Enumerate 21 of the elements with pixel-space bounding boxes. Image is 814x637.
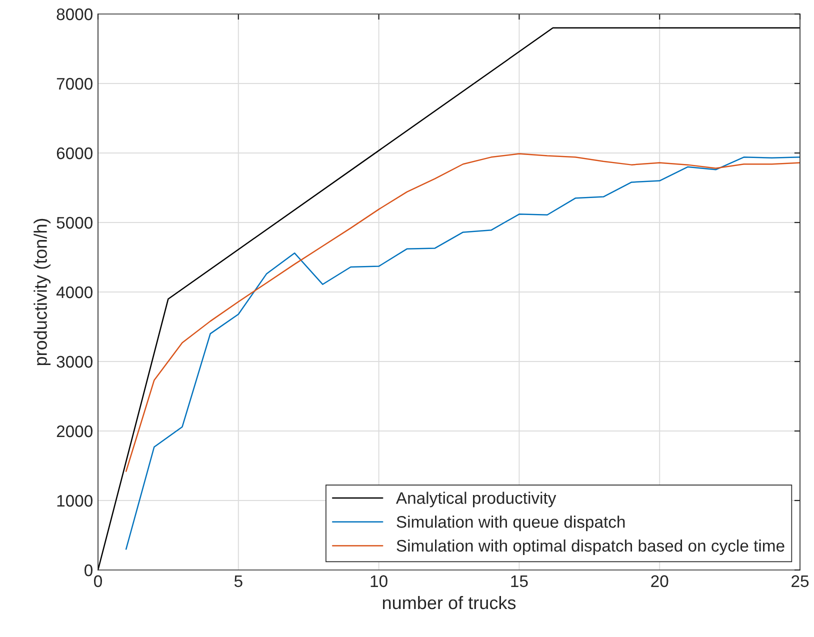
y-tick-label: 1000	[57, 494, 92, 507]
legend-label: Analytical productivity	[396, 492, 556, 508]
x-tick-label: 10	[370, 575, 388, 588]
x-tick-label: 20	[651, 575, 668, 588]
y-tick-label: 7000	[56, 78, 92, 90]
x-tick-label: 15	[511, 575, 528, 588]
legend-label: Simulation with queue dispatch	[396, 516, 625, 532]
y-tick-label: 8000	[56, 8, 92, 20]
legend-label: Simulation with optimal dispatch based on cycle time	[396, 539, 784, 555]
line-series	[125, 153, 800, 472]
x-tick-label: 0	[94, 575, 102, 588]
y-axis-title: productivity (ton/h)	[34, 218, 51, 366]
y-tick-label: 4000	[56, 286, 92, 298]
y-tick-label: 3000	[56, 356, 92, 368]
y-tick-label: 5000	[56, 216, 92, 229]
y-tick-label: 6000	[56, 147, 92, 160]
y-tick-label: 0	[84, 564, 92, 576]
x-tick-label: 5	[234, 575, 242, 588]
x-tick-label: 25	[792, 575, 809, 588]
x-axis-title: number of trucks	[382, 596, 516, 610]
y-tick-label: 2000	[56, 425, 92, 438]
